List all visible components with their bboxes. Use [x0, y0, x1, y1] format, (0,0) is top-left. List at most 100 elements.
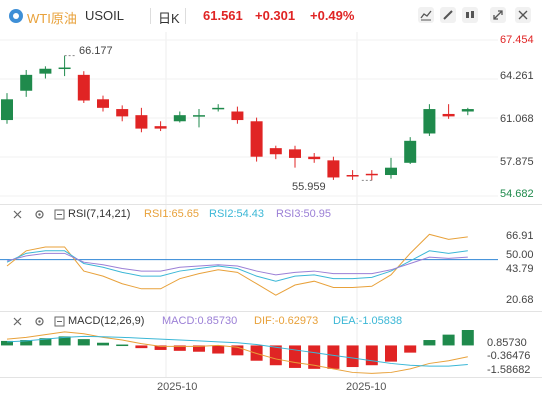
candle-body: [423, 109, 436, 134]
macd-tick: 0.85730: [487, 337, 527, 349]
rsi2-value: RSI2:54.43: [209, 208, 265, 220]
candle-body: [193, 115, 205, 117]
close-indicator-icon[interactable]: [12, 316, 23, 327]
dea-value: DEA:-1.05838: [333, 315, 403, 327]
macd-tick: -1.58682: [487, 364, 531, 376]
price-tick: 57.875: [500, 156, 534, 168]
panel-divider: [0, 311, 542, 312]
date-label: 2025-10: [157, 381, 198, 393]
pencil-icon: [443, 10, 453, 20]
rsi-series-line: [6, 250, 468, 282]
dif-value: DIF:-0.62973: [254, 315, 319, 327]
header-divider: [150, 8, 151, 24]
header-divider-2: [185, 8, 186, 24]
close-indicator-icon[interactable]: [12, 209, 23, 220]
candle-body: [173, 115, 186, 122]
candle-body: [58, 67, 71, 70]
settings-icon[interactable]: [34, 209, 45, 220]
candle-body: [404, 140, 417, 163]
candles-icon: [466, 11, 474, 18]
macd-bar: [77, 339, 90, 346]
rsi-tick: 43.79: [506, 263, 534, 275]
macd-bar: [385, 345, 397, 362]
candle-body: [20, 74, 33, 91]
macd-bar: [289, 345, 301, 368]
expand-icon: [493, 10, 503, 20]
date-label: 2025-10: [346, 381, 387, 393]
macd-bar: [212, 345, 225, 354]
macd-bar: [1, 340, 13, 346]
macd-bar: [135, 345, 148, 349]
macd-bar: [442, 334, 455, 346]
macd-bar: [461, 330, 474, 346]
macd-bar: [20, 340, 33, 346]
macd-bar: [97, 342, 109, 346]
high-label: 66.177: [79, 45, 113, 57]
instrument-logo-icon: [9, 9, 23, 23]
macd-title: MACD(12,26,9): [68, 315, 145, 327]
indicator-button[interactable]: [418, 7, 434, 23]
candle-body: [135, 115, 148, 129]
macd-bar: [173, 345, 186, 351]
macd-bar: [154, 345, 167, 350]
candle-body: [269, 148, 282, 155]
axis-divider: [0, 377, 542, 378]
rsi-series-line: [6, 233, 468, 296]
rsi-title: RSI(7,14,21): [68, 208, 131, 220]
rsi3-value: RSI3:50.95: [276, 208, 332, 220]
low-label: 55.959: [292, 181, 326, 193]
collapse-icon[interactable]: [54, 209, 65, 220]
timeframe-selector[interactable]: 日K: [158, 11, 180, 26]
fullscreen-button[interactable]: [490, 7, 506, 23]
candle-body: [231, 111, 244, 121]
close-button[interactable]: [515, 7, 531, 23]
compare-button[interactable]: [462, 7, 478, 23]
rsi-series-line: [6, 252, 468, 276]
draw-button[interactable]: [440, 7, 456, 23]
price-change-percent: +0.49%: [310, 8, 355, 23]
candle-body: [461, 109, 474, 112]
price-chart[interactable]: [0, 32, 542, 402]
candle-body: [1, 99, 13, 121]
candle-body: [39, 68, 52, 74]
macd-series-line: [6, 331, 468, 374]
price-tick: 61.068: [500, 113, 534, 125]
price-change: +0.301: [255, 8, 296, 23]
rsi-tick: 50.00: [506, 249, 534, 261]
collapse-icon[interactable]: [54, 316, 65, 327]
rsi1-value: RSI1:65.65: [144, 208, 200, 220]
settings-icon[interactable]: [34, 316, 45, 327]
macd-bar: [327, 345, 340, 369]
macd-bar: [269, 345, 282, 366]
candle-body: [212, 107, 225, 110]
macd-bar: [423, 340, 436, 346]
candle-body: [154, 126, 167, 129]
macd-bar: [58, 336, 71, 346]
candle-body: [97, 99, 109, 108]
macd-bar: [116, 344, 129, 347]
candle-body: [116, 109, 129, 117]
candle-body: [365, 173, 378, 176]
instrument-name[interactable]: WTI原油: [27, 11, 77, 26]
line-chart-icon: [420, 10, 432, 21]
candle-body: [442, 113, 455, 117]
candle-body: [385, 167, 397, 176]
macd-bar: [231, 345, 244, 356]
last-price: 61.561: [203, 8, 243, 23]
instrument-symbol[interactable]: USOIL: [85, 8, 125, 23]
macd-tick: -0.36476: [487, 350, 531, 362]
macd-bar: [346, 345, 359, 368]
price-tick: 54.682: [500, 188, 534, 200]
macd-bar: [365, 345, 378, 366]
macd-value: MACD:0.85730: [162, 315, 238, 327]
candle-body: [327, 160, 340, 178]
close-icon: [518, 10, 528, 20]
candle-body: [308, 156, 321, 160]
candle-body: [77, 74, 90, 101]
macd-bar: [39, 338, 52, 346]
macd-bar: [193, 345, 205, 352]
candle-body: [289, 149, 301, 158]
macd-bar: [404, 345, 417, 353]
price-tick: 64.261: [500, 70, 534, 82]
price-tick: 67.454: [500, 34, 534, 46]
